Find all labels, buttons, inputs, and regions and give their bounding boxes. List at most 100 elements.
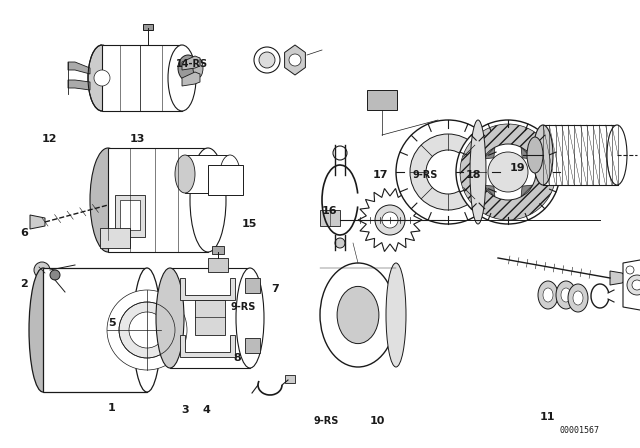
Text: 7: 7 [271, 284, 279, 294]
Polygon shape [358, 189, 422, 251]
Ellipse shape [88, 45, 116, 111]
Text: 2: 2 [20, 280, 28, 289]
Ellipse shape [337, 286, 379, 344]
Bar [195, 300, 225, 335]
Circle shape [460, 124, 556, 220]
Polygon shape [521, 185, 532, 197]
Bar [43, 268, 147, 392]
Ellipse shape [175, 155, 195, 193]
Bar [208, 258, 228, 272]
Ellipse shape [543, 288, 553, 302]
Circle shape [107, 290, 187, 370]
Text: 11: 11 [540, 412, 555, 422]
Text: 18: 18 [466, 170, 481, 180]
Ellipse shape [470, 120, 486, 224]
Text: 1: 1 [108, 403, 116, 413]
Bar [320, 210, 340, 226]
Polygon shape [180, 335, 235, 357]
Text: 9-RS: 9-RS [413, 170, 438, 180]
Polygon shape [68, 80, 90, 90]
Bar [245, 338, 260, 353]
Circle shape [396, 120, 500, 224]
Ellipse shape [561, 288, 571, 302]
Ellipse shape [568, 284, 588, 312]
Ellipse shape [190, 148, 226, 252]
Polygon shape [182, 56, 200, 70]
Text: 6: 6 [20, 228, 28, 238]
Ellipse shape [556, 281, 576, 309]
Bar [185, 155, 230, 193]
Ellipse shape [607, 125, 627, 185]
Circle shape [488, 152, 528, 192]
Polygon shape [623, 260, 640, 310]
Text: 3: 3 [182, 405, 189, 415]
Bar [208, 165, 243, 195]
Text: 8: 8 [233, 353, 241, 363]
Bar [367, 90, 397, 110]
Circle shape [119, 302, 175, 358]
Text: 00001567: 00001567 [560, 426, 600, 435]
Text: 14-RS: 14-RS [176, 59, 208, 69]
Ellipse shape [538, 281, 558, 309]
Circle shape [129, 312, 165, 348]
Bar [100, 228, 130, 248]
Bar [285, 375, 295, 383]
Ellipse shape [178, 55, 198, 81]
Ellipse shape [168, 45, 196, 111]
Ellipse shape [29, 268, 57, 392]
Circle shape [480, 144, 536, 200]
Bar [143, 24, 153, 30]
Text: 17: 17 [373, 170, 388, 180]
Circle shape [426, 150, 470, 194]
Bar [115, 195, 145, 237]
Ellipse shape [90, 148, 126, 252]
Bar [108, 148, 208, 252]
Text: 9-RS: 9-RS [314, 416, 339, 426]
Polygon shape [483, 147, 495, 159]
Text: 4: 4 [202, 405, 210, 415]
Bar [245, 278, 260, 293]
Ellipse shape [193, 58, 203, 78]
Circle shape [254, 47, 280, 73]
Polygon shape [483, 185, 495, 197]
Circle shape [34, 262, 50, 278]
Polygon shape [180, 278, 235, 300]
Circle shape [259, 52, 275, 68]
Polygon shape [610, 271, 628, 285]
Circle shape [456, 120, 560, 224]
Text: 9-RS: 9-RS [230, 302, 256, 312]
Ellipse shape [320, 263, 396, 367]
Circle shape [335, 238, 345, 248]
Bar [102, 45, 182, 111]
Circle shape [632, 280, 640, 290]
Text: 10: 10 [370, 416, 385, 426]
Polygon shape [68, 62, 90, 74]
Bar [120, 200, 140, 230]
Text: 13: 13 [130, 134, 145, 144]
Circle shape [382, 212, 398, 228]
Polygon shape [182, 72, 200, 86]
Ellipse shape [156, 268, 184, 368]
Text: 15: 15 [242, 219, 257, 229]
Bar [212, 246, 224, 254]
Circle shape [375, 205, 405, 235]
Circle shape [410, 134, 486, 210]
Polygon shape [30, 215, 45, 229]
Ellipse shape [527, 137, 543, 173]
Circle shape [333, 146, 347, 160]
Circle shape [627, 275, 640, 295]
Ellipse shape [236, 268, 264, 368]
Text: 19: 19 [509, 163, 525, 173]
Circle shape [289, 54, 301, 66]
Polygon shape [521, 147, 532, 159]
Ellipse shape [386, 263, 406, 367]
Text: 12: 12 [42, 134, 58, 144]
Ellipse shape [220, 155, 240, 193]
Ellipse shape [133, 268, 161, 392]
Circle shape [94, 70, 110, 86]
Circle shape [50, 270, 60, 280]
Text: 16: 16 [322, 206, 337, 215]
Circle shape [626, 266, 634, 274]
Polygon shape [285, 45, 305, 75]
Text: 5: 5 [108, 318, 116, 327]
